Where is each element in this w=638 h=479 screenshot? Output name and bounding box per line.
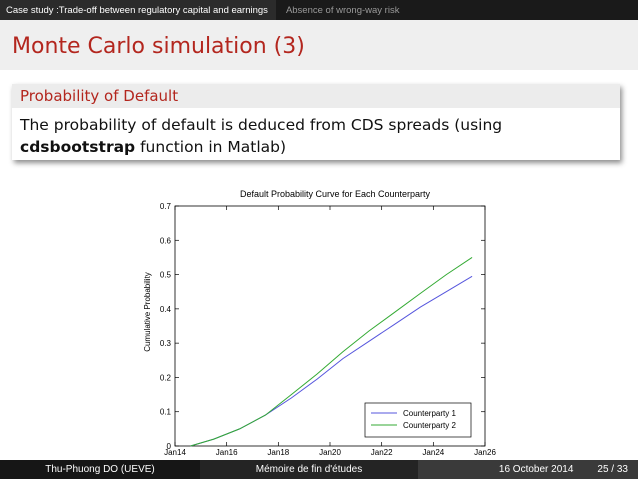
y-tick-label: 0.5 <box>160 271 172 280</box>
x-tick-label: Jan14 <box>164 448 186 456</box>
block-line-2-rest: function in Matlab) <box>135 138 287 156</box>
footer-doc-title-text: Mémoire de fin d'études <box>255 464 363 475</box>
block-body: The probability of default is deduced fr… <box>12 108 620 158</box>
y-tick-label: 0.3 <box>160 339 172 348</box>
nav-section-active[interactable]: Case study :Trade-off between regulatory… <box>0 0 276 20</box>
definition-block: Probability of Default The probability o… <box>12 84 620 160</box>
y-tick-label: 0.1 <box>160 408 172 417</box>
block-line-2: cdsbootstrap function in Matlab) <box>20 136 612 158</box>
block-line-1: The probability of default is deduced fr… <box>20 116 503 134</box>
footer-date-page: 16 October 2014 25 / 33 <box>418 460 638 479</box>
footer-author-text: Thu-Phuong DO (UEVE) <box>45 464 155 475</box>
series-line-2 <box>190 256 473 447</box>
axis-ticks-group: 0 0.1 0.2 0.3 0.4 0.5 0.6 0.7 Jan14 Jan16 Jan18 Jan… <box>160 202 497 456</box>
y-tick-label: 0 <box>167 442 172 451</box>
footer-doc-title: Mémoire de fin d'études <box>200 460 418 479</box>
slide-title-bar: Monte Carlo simulation (3) <box>0 20 638 70</box>
chart-title: Default Probability Curve for Each Count… <box>240 189 431 199</box>
y-tick-label: 0.4 <box>160 305 172 314</box>
nav-section-next-label: Absence of wrong-way risk <box>285 4 400 16</box>
x-tick-label: Jan26 <box>474 448 496 456</box>
x-tick-label: Jan18 <box>267 448 289 456</box>
legend-box <box>364 402 472 438</box>
legend-label-1: Counterparty 1 <box>403 409 456 418</box>
y-tick-label: 0.2 <box>160 373 172 382</box>
legend-label-2: Counterparty 2 <box>403 421 456 430</box>
block-header: Probability of Default <box>12 84 620 108</box>
x-tick-label: Jan22 <box>371 448 393 456</box>
footer-author: Thu-Phuong DO (UEVE) <box>0 460 200 479</box>
footer-bar: Thu-Phuong DO (UEVE) Mémoire de fin d'ét… <box>0 460 638 479</box>
footer-page-number: 25 / 33 <box>597 464 628 475</box>
nav-section-next[interactable]: Absence of wrong-way risk <box>276 0 410 20</box>
chart-y-axis-label: Cumulative Probability <box>143 272 152 352</box>
chart-legend: Counterparty 1 Counterparty 2 <box>364 402 472 438</box>
top-navigation-bar: Case study :Trade-off between regulatory… <box>0 0 638 20</box>
series-lines-group <box>190 256 473 447</box>
x-tick-label: Jan20 <box>319 448 341 456</box>
x-tick-label: Jan16 <box>216 448 238 456</box>
nav-section-active-label: Case study :Trade-off between regulatory… <box>6 4 268 16</box>
block-bold-word: cdsbootstrap <box>20 138 136 156</box>
default-probability-chart: Default Probability Curve for Each Count… <box>143 189 497 456</box>
block-title: Probability of Default <box>20 87 179 105</box>
slide-title: Monte Carlo simulation (3) <box>12 34 305 59</box>
x-tick-label: Jan24 <box>422 448 444 456</box>
y-tick-label: 0.6 <box>160 236 172 245</box>
footer-date: 16 October 2014 <box>498 464 574 475</box>
y-tick-label: 0.7 <box>160 202 172 211</box>
